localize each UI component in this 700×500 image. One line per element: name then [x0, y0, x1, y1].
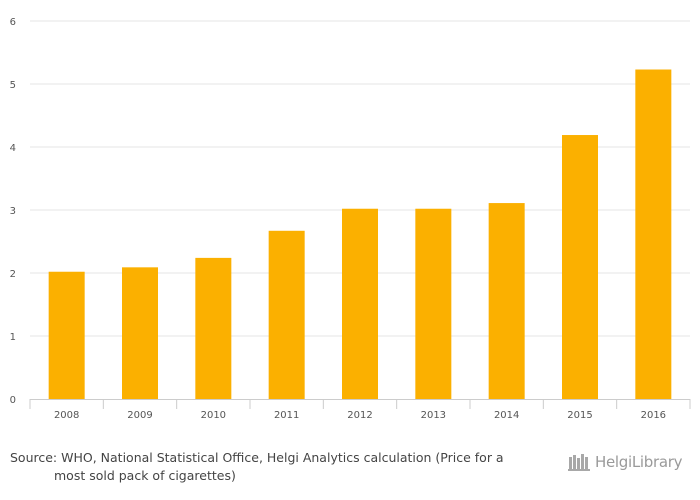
y-tick-label: 1: [10, 332, 16, 343]
logo-text: HelgiLibrary: [595, 453, 683, 471]
bar: [562, 135, 598, 399]
bar: [342, 208, 378, 399]
y-tick-label: 2: [10, 269, 16, 280]
bar: [122, 267, 158, 399]
source-line-2: most sold pack of cigarettes): [54, 468, 236, 483]
y-tick-label: 6: [10, 17, 16, 28]
source-line-1: Source: WHO, National Statistical Office…: [10, 450, 504, 465]
x-tick-label: 2011: [274, 410, 299, 421]
source-note: Source: WHO, National Statistical Office…: [10, 449, 540, 485]
bar-chart: 0 1 2 3 4 5 6 2008 2009 2010 2011 2012 2013 2014 2015 2…: [10, 17, 691, 421]
y-tick-label: 3: [10, 206, 16, 217]
x-tick-label: 2013: [421, 410, 446, 421]
x-tick-label: 2015: [567, 410, 592, 421]
y-tick-label: 0: [10, 395, 16, 406]
x-tick-label: 2012: [347, 410, 372, 421]
x-tick-label: 2009: [127, 410, 152, 421]
helgi-library-logo[interactable]: HelgiLibrary: [568, 452, 683, 472]
x-tick-label: 2008: [54, 410, 79, 421]
y-tick-label: 5: [10, 80, 16, 91]
x-tick-label: 2010: [201, 410, 226, 421]
bar: [268, 230, 305, 399]
bar: [488, 203, 525, 399]
x-tick-label: 2014: [494, 410, 519, 421]
library-icon: [568, 454, 590, 471]
y-tick-label: 4: [10, 143, 16, 154]
x-tick-label: 2016: [641, 410, 666, 421]
bar: [635, 69, 672, 399]
bar: [195, 257, 232, 399]
bar: [415, 208, 452, 399]
bar: [48, 271, 85, 399]
